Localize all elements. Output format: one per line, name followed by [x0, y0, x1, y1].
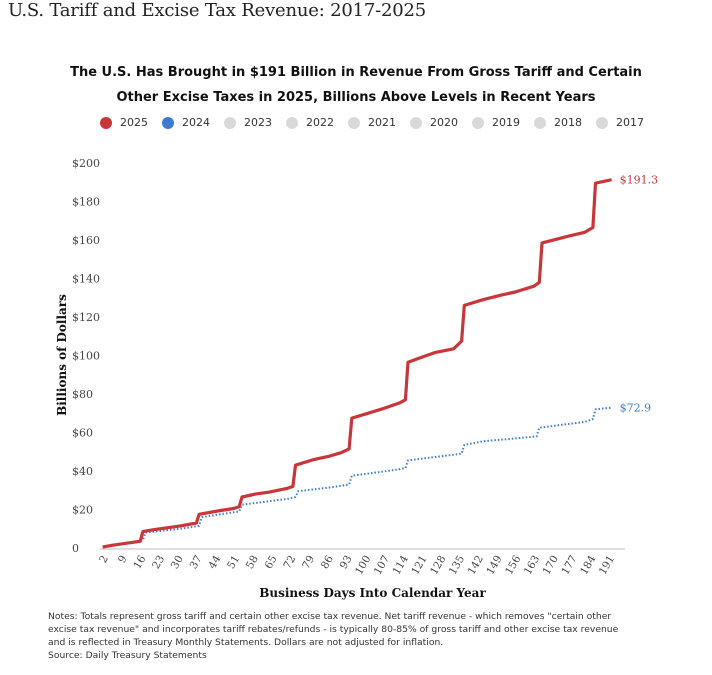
x-axis-title: Business Days Into Calendar Year — [259, 586, 486, 600]
x-tick-label: 135 — [447, 554, 467, 577]
notes-line-2: excise tax revenue" and incorporates tar… — [48, 624, 619, 635]
notes-line-3: and is reflected in Treasury Monthly Sta… — [48, 637, 444, 648]
legend-label: 2020 — [430, 116, 458, 129]
legend-item-2019[interactable]: 2019 — [472, 116, 520, 129]
chart-title-line-1: The U.S. Has Brought in $191 Billion in … — [70, 65, 642, 80]
legend-dot — [224, 116, 236, 129]
x-tick-label: 2 — [97, 554, 111, 566]
notes-source: Source: Daily Treasury Statements — [48, 650, 207, 661]
legend-dot — [534, 116, 546, 129]
legend-label: 2021 — [368, 116, 396, 129]
end-label-2024: $72.9 — [620, 402, 652, 415]
x-tick-label: 37 — [188, 554, 205, 572]
x-tick-label: 100 — [353, 554, 373, 577]
x-tick-label: 16 — [131, 553, 148, 571]
x-tick-label: 128 — [428, 554, 448, 577]
chart-notes: Notes: Totals represent gross tariff and… — [48, 610, 688, 662]
y-tick-label: $40 — [72, 465, 93, 478]
legend-label: 2024 — [182, 116, 210, 129]
x-tick-label: 191 — [597, 554, 617, 577]
legend-item-2020[interactable]: 2020 — [410, 116, 458, 129]
x-tick-label: 93 — [338, 554, 355, 572]
y-tick-label: 0 — [72, 542, 79, 555]
x-tick-label: 163 — [522, 554, 542, 577]
y-tick-label: $120 — [72, 311, 100, 324]
y-tick-label: $140 — [72, 273, 100, 286]
x-tick-label: 170 — [541, 554, 561, 577]
legend-dot — [100, 116, 112, 129]
y-tick-label: $160 — [72, 234, 100, 247]
legend-item-2025[interactable]: 2025 — [100, 116, 148, 129]
y-tick-label: $20 — [72, 504, 93, 517]
legend-dot — [162, 116, 174, 129]
y-axis-title: Billions of Dollars — [55, 294, 69, 416]
legend-dot — [286, 116, 298, 129]
notes-line-1: Notes: Totals represent gross tariff and… — [48, 611, 612, 622]
legend-dot — [410, 116, 422, 129]
legend-label: 2017 — [616, 116, 644, 129]
legend-dot — [472, 116, 484, 129]
legend-label: 2018 — [554, 116, 582, 129]
x-tick-label: 51 — [225, 554, 242, 572]
x-tick-label: 107 — [372, 554, 392, 577]
legend-item-2021[interactable]: 2021 — [348, 116, 396, 129]
x-tick-label: 9 — [116, 554, 130, 566]
legend-label: 2023 — [244, 116, 272, 129]
y-tick-label: $200 — [72, 157, 100, 170]
legend-item-2023[interactable]: 2023 — [224, 116, 272, 129]
x-tick-label: 23 — [150, 554, 167, 572]
x-tick-label: 72 — [281, 554, 298, 572]
x-tick-label: 58 — [244, 554, 261, 572]
x-tick-label: 65 — [263, 554, 280, 572]
y-tick-label: $60 — [72, 427, 93, 440]
legend-item-2024[interactable]: 2024 — [162, 116, 210, 129]
series-line-2024 — [102, 406, 612, 548]
x-tick-label: 79 — [300, 554, 317, 572]
x-tick-label: 114 — [391, 553, 412, 577]
page-title: U.S. Tariff and Excise Tax Revenue: 2017… — [8, 0, 426, 21]
legend-item-2018[interactable]: 2018 — [534, 116, 582, 129]
x-tick-label: 184 — [578, 553, 599, 577]
legend-label: 2019 — [492, 116, 520, 129]
x-tick-label: 142 — [466, 554, 486, 577]
y-tick-label: $80 — [72, 388, 93, 401]
legend-label: 2025 — [120, 116, 148, 129]
legend-item-2022[interactable]: 2022 — [286, 116, 334, 129]
y-tick-label: $180 — [72, 196, 100, 209]
x-tick-label: 149 — [484, 554, 504, 577]
x-tick-label: 156 — [503, 553, 524, 577]
y-tick-label: $100 — [72, 350, 100, 363]
x-tick-label: 30 — [169, 554, 186, 572]
series-line-2025 — [102, 178, 612, 549]
x-tick-label: 86 — [319, 553, 336, 571]
legend-dot — [348, 116, 360, 129]
chart-legend: 2025 2024 2023 2022 2021 2020 2019 2018 2017 — [100, 116, 658, 129]
legend-label: 2022 — [306, 116, 334, 129]
x-tick-label: 44 — [206, 553, 223, 571]
x-tick-label: 121 — [409, 554, 429, 577]
legend-item-2017[interactable]: 2017 — [596, 116, 644, 129]
legend-dot — [596, 116, 608, 129]
chart-title: The U.S. Has Brought in $191 Billion in … — [0, 60, 712, 110]
end-label-2025: $191.3 — [620, 174, 659, 187]
x-tick-label: 177 — [559, 554, 579, 577]
chart-title-line-2: Other Excise Taxes in 2025, Billions Abo… — [116, 90, 596, 105]
